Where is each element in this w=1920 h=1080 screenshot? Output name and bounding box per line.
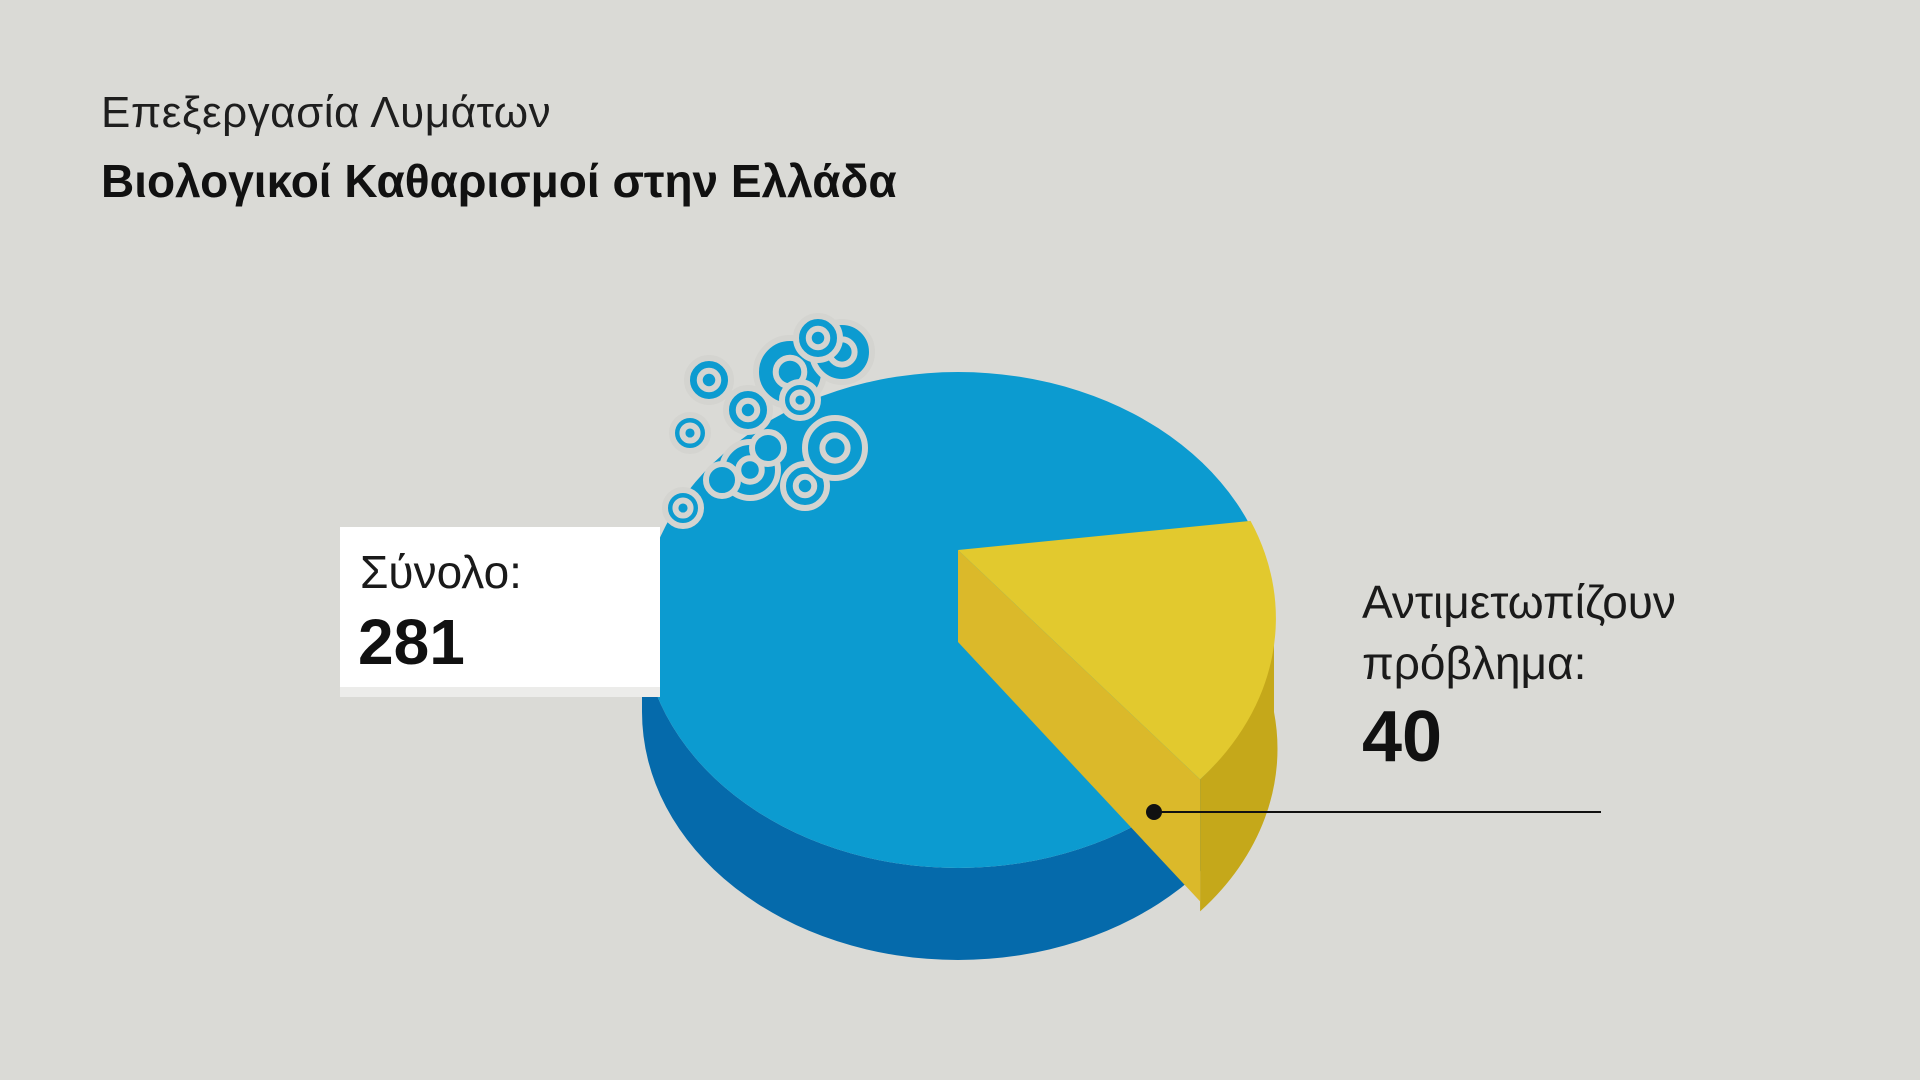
bubble-7: [780, 461, 830, 511]
bubble-11: [749, 429, 787, 467]
bubble-8: [802, 415, 868, 481]
total-callout: Σύνολο: 281: [340, 527, 660, 687]
bubble-ring-0: [696, 367, 722, 393]
bubble-10: [779, 379, 821, 421]
pie-slice-problem: [958, 520, 1276, 780]
pie-slice-side-total: [642, 620, 1274, 960]
chart-title: Βιολογικοί Καθαρισμοί στην Ελλάδα: [101, 155, 897, 207]
bubble-ring-10: [789, 389, 811, 411]
problem-label: Αντιμετωπίζουν πρόβλημα:: [1362, 576, 1676, 689]
bubble-12: [703, 461, 741, 499]
chart-subtitle: Επεξεργασία Λυμάτων: [101, 88, 552, 137]
bubbles-icon: [662, 313, 875, 529]
bubble-ring-3: [805, 325, 831, 351]
bubble-ring-5: [679, 422, 701, 444]
pie-slice-inner-problem: [958, 550, 1201, 902]
bubble-5: [669, 412, 711, 454]
leader-line: [1146, 804, 1601, 820]
total-label: Σύνολο:: [360, 546, 522, 598]
bubble-9: [662, 487, 704, 529]
bubble-0: [684, 355, 734, 405]
bubble-ring-7: [792, 473, 818, 499]
bubble-ring-4: [735, 397, 761, 423]
pie-slice-side-problem: [1200, 620, 1278, 912]
bubble-3: [793, 313, 843, 363]
bubble-ring-9: [672, 497, 694, 519]
problem-value: 40: [1362, 697, 1443, 777]
bubble-ring-6: [735, 455, 765, 485]
bubble-4: [723, 385, 773, 435]
bubble-ring-8: [819, 432, 851, 464]
total-value: 281: [358, 606, 465, 678]
